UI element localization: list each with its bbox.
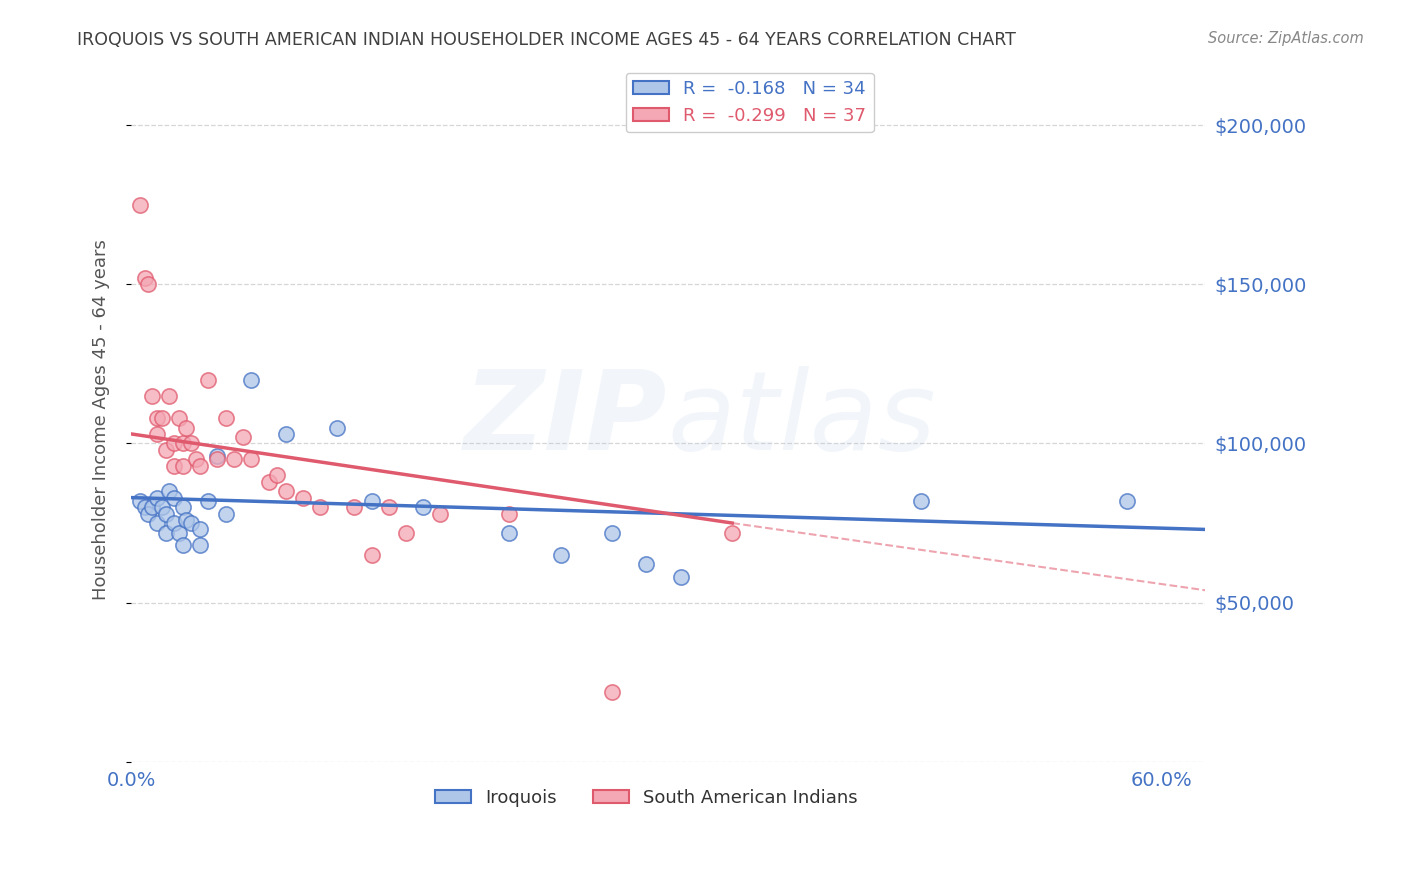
Legend: Iroquois, South American Indians: Iroquois, South American Indians: [427, 782, 865, 814]
Point: [150, 500, 173, 515]
Point: [150, 411, 173, 425]
Point: [378, 500, 401, 515]
Point: [429, 507, 451, 521]
Point: [146, 411, 169, 425]
Point: [197, 493, 219, 508]
Point: [172, 500, 194, 515]
Point: [155, 442, 177, 457]
Point: [395, 525, 418, 540]
Point: [157, 389, 180, 403]
Point: [550, 548, 572, 562]
Text: Source: ZipAtlas.com: Source: ZipAtlas.com: [1208, 31, 1364, 46]
Point: [163, 516, 186, 530]
Point: [360, 493, 382, 508]
Point: [188, 523, 211, 537]
Point: [188, 538, 211, 552]
Point: [309, 500, 332, 515]
Point: [274, 426, 297, 441]
Point: [274, 484, 297, 499]
Point: [172, 458, 194, 473]
Point: [721, 525, 744, 540]
Point: [343, 500, 366, 515]
Point: [163, 491, 186, 505]
Point: [214, 507, 236, 521]
Point: [138, 507, 160, 521]
Point: [163, 458, 186, 473]
Point: [163, 436, 186, 450]
Point: [128, 493, 150, 508]
Y-axis label: Householder Income Ages 45 - 64 years: Householder Income Ages 45 - 64 years: [93, 239, 110, 600]
Point: [326, 420, 349, 434]
Point: [291, 491, 314, 505]
Point: [205, 452, 228, 467]
Point: [232, 430, 254, 444]
Text: atlas: atlas: [668, 366, 936, 473]
Point: [205, 449, 228, 463]
Point: [167, 525, 190, 540]
Point: [174, 420, 197, 434]
Point: [197, 373, 219, 387]
Point: [600, 525, 623, 540]
Point: [214, 411, 236, 425]
Point: [180, 516, 202, 530]
Point: [188, 458, 211, 473]
Point: [224, 452, 246, 467]
Point: [636, 558, 658, 572]
Point: [360, 548, 382, 562]
Point: [141, 389, 163, 403]
Point: [910, 493, 932, 508]
Point: [155, 507, 177, 521]
Point: [172, 436, 194, 450]
Text: IROQUOIS VS SOUTH AMERICAN INDIAN HOUSEHOLDER INCOME AGES 45 - 64 YEARS CORRELAT: IROQUOIS VS SOUTH AMERICAN INDIAN HOUSEH…: [77, 31, 1017, 49]
Point: [498, 525, 520, 540]
Point: [155, 525, 177, 540]
Point: [186, 452, 208, 467]
Point: [498, 507, 520, 521]
Point: [146, 426, 169, 441]
Point: [141, 500, 163, 515]
Point: [412, 500, 434, 515]
Point: [257, 475, 280, 489]
Point: [174, 513, 197, 527]
Point: [240, 373, 263, 387]
Point: [600, 685, 623, 699]
Point: [1116, 493, 1139, 508]
Point: [669, 570, 692, 584]
Point: [240, 452, 263, 467]
Point: [138, 277, 160, 292]
Point: [146, 491, 169, 505]
Point: [172, 538, 194, 552]
Point: [266, 468, 288, 483]
Point: [167, 411, 190, 425]
Text: ZIP: ZIP: [464, 366, 668, 473]
Point: [128, 198, 150, 212]
Point: [157, 484, 180, 499]
Point: [134, 500, 156, 515]
Point: [134, 271, 156, 285]
Point: [180, 436, 202, 450]
Point: [146, 516, 169, 530]
